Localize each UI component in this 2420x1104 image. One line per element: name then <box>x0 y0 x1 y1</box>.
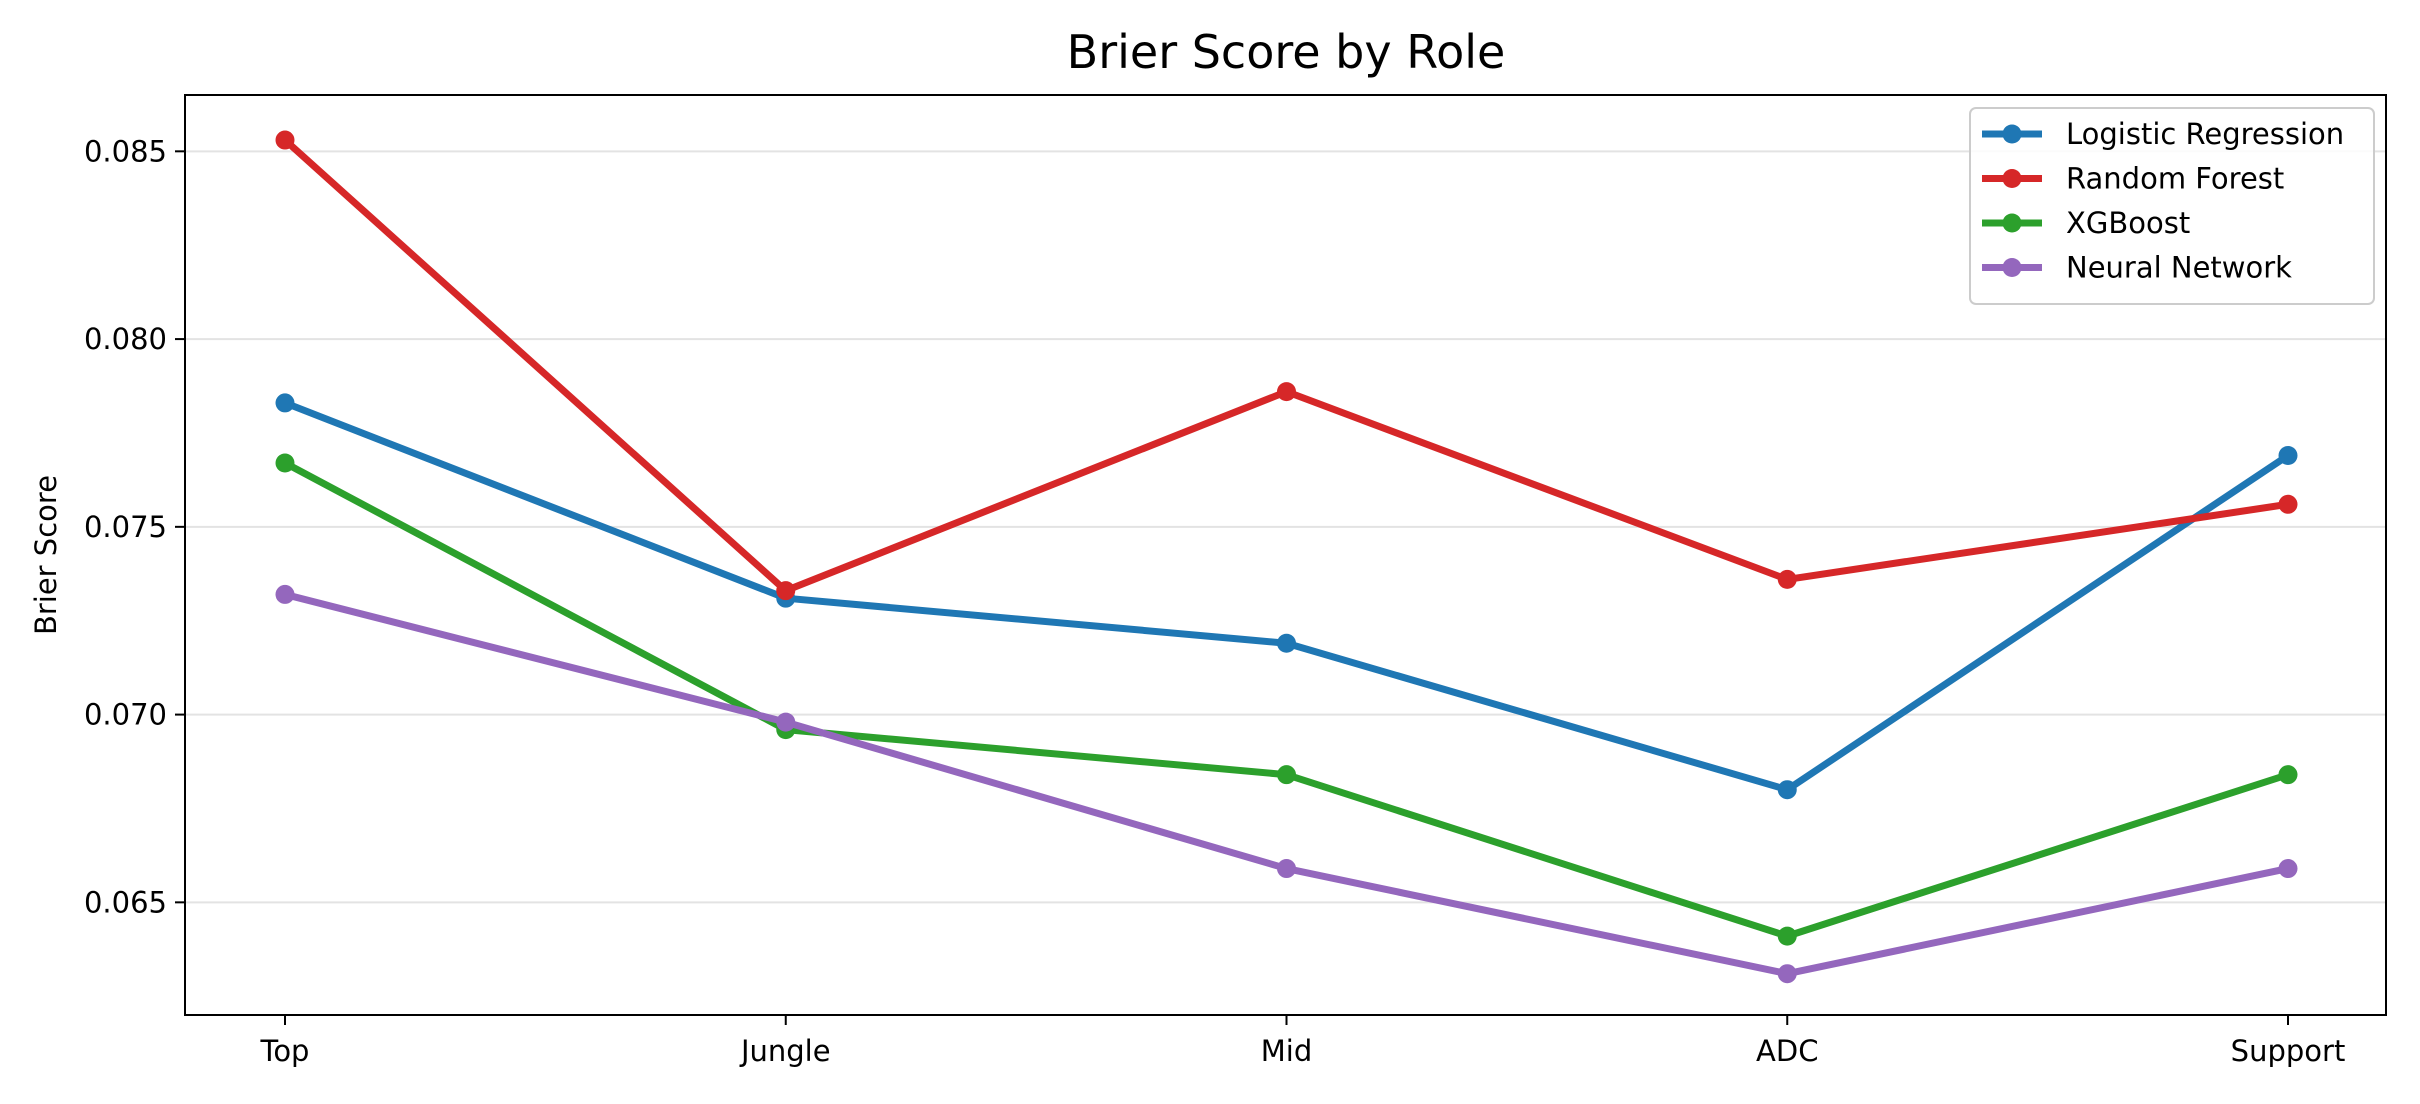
legend: Logistic Regression Random Forest XGBoost N… <box>1969 107 2375 305</box>
series-line <box>283 399 2290 794</box>
data-point <box>275 393 295 413</box>
data-point <box>1277 765 1296 785</box>
data-point <box>275 130 295 150</box>
y-tick-label: 0.085 <box>84 134 167 168</box>
data-point <box>2278 445 2298 465</box>
x-tick-label: Jungle <box>739 1034 831 1068</box>
legend-swatch-marker <box>2002 169 2022 188</box>
data-point <box>1277 382 1296 402</box>
legend-item: Random Forest <box>1982 162 2284 196</box>
series-neural-network <box>275 584 2298 984</box>
data-point <box>776 581 796 601</box>
x-tick-label: Support <box>2231 1034 2346 1068</box>
legend-label: Logistic Regression <box>2066 117 2344 151</box>
data-point <box>275 453 295 473</box>
legend-item: XGBoost <box>1982 206 2190 240</box>
legend-box <box>1969 107 2375 305</box>
chart-title: Brier Score by Role <box>1067 25 1506 79</box>
data-point <box>1777 569 1797 589</box>
legend-swatch-marker <box>2002 213 2022 233</box>
data-point <box>2278 494 2298 514</box>
legend-item: Logistic Regression <box>1982 117 2344 151</box>
y-tick-label: 0.065 <box>84 885 167 919</box>
series-layer <box>275 130 2298 984</box>
data-point <box>2278 765 2298 785</box>
legend-label: Neural Network <box>2066 251 2292 285</box>
legend-swatch-marker <box>2002 124 2022 144</box>
data-point <box>1277 633 1296 653</box>
y-axis-label: Brier Score <box>29 475 63 635</box>
axis-layer: 0.065 0.070 0.075 0.080 0.085 Top Jungle Mid ADC… <box>84 134 2345 1068</box>
data-point <box>1777 926 1797 946</box>
grid-layer <box>185 150 2386 904</box>
legend-label: Random Forest <box>2066 162 2284 196</box>
series-xgboost <box>275 453 2298 946</box>
data-point <box>776 712 796 732</box>
x-tick-label: Mid <box>1261 1034 1313 1068</box>
y-tick-label: 0.070 <box>84 698 167 732</box>
legend-label: XGBoost <box>2066 206 2190 240</box>
y-tick-label: 0.075 <box>84 510 167 544</box>
series-random-forest <box>275 130 2298 601</box>
series-logistic-regression <box>275 393 2298 800</box>
data-point <box>1777 780 1797 800</box>
data-point <box>1277 859 1296 879</box>
data-point <box>2278 859 2298 879</box>
legend-item: Neural Network <box>1982 251 2292 285</box>
x-tick-label: Top <box>260 1034 310 1068</box>
data-point <box>275 584 295 604</box>
legend-swatch-marker <box>2002 258 2022 277</box>
x-tick-label: ADC <box>1756 1034 1818 1068</box>
data-point <box>1777 964 1797 984</box>
y-tick-label: 0.080 <box>84 322 167 356</box>
